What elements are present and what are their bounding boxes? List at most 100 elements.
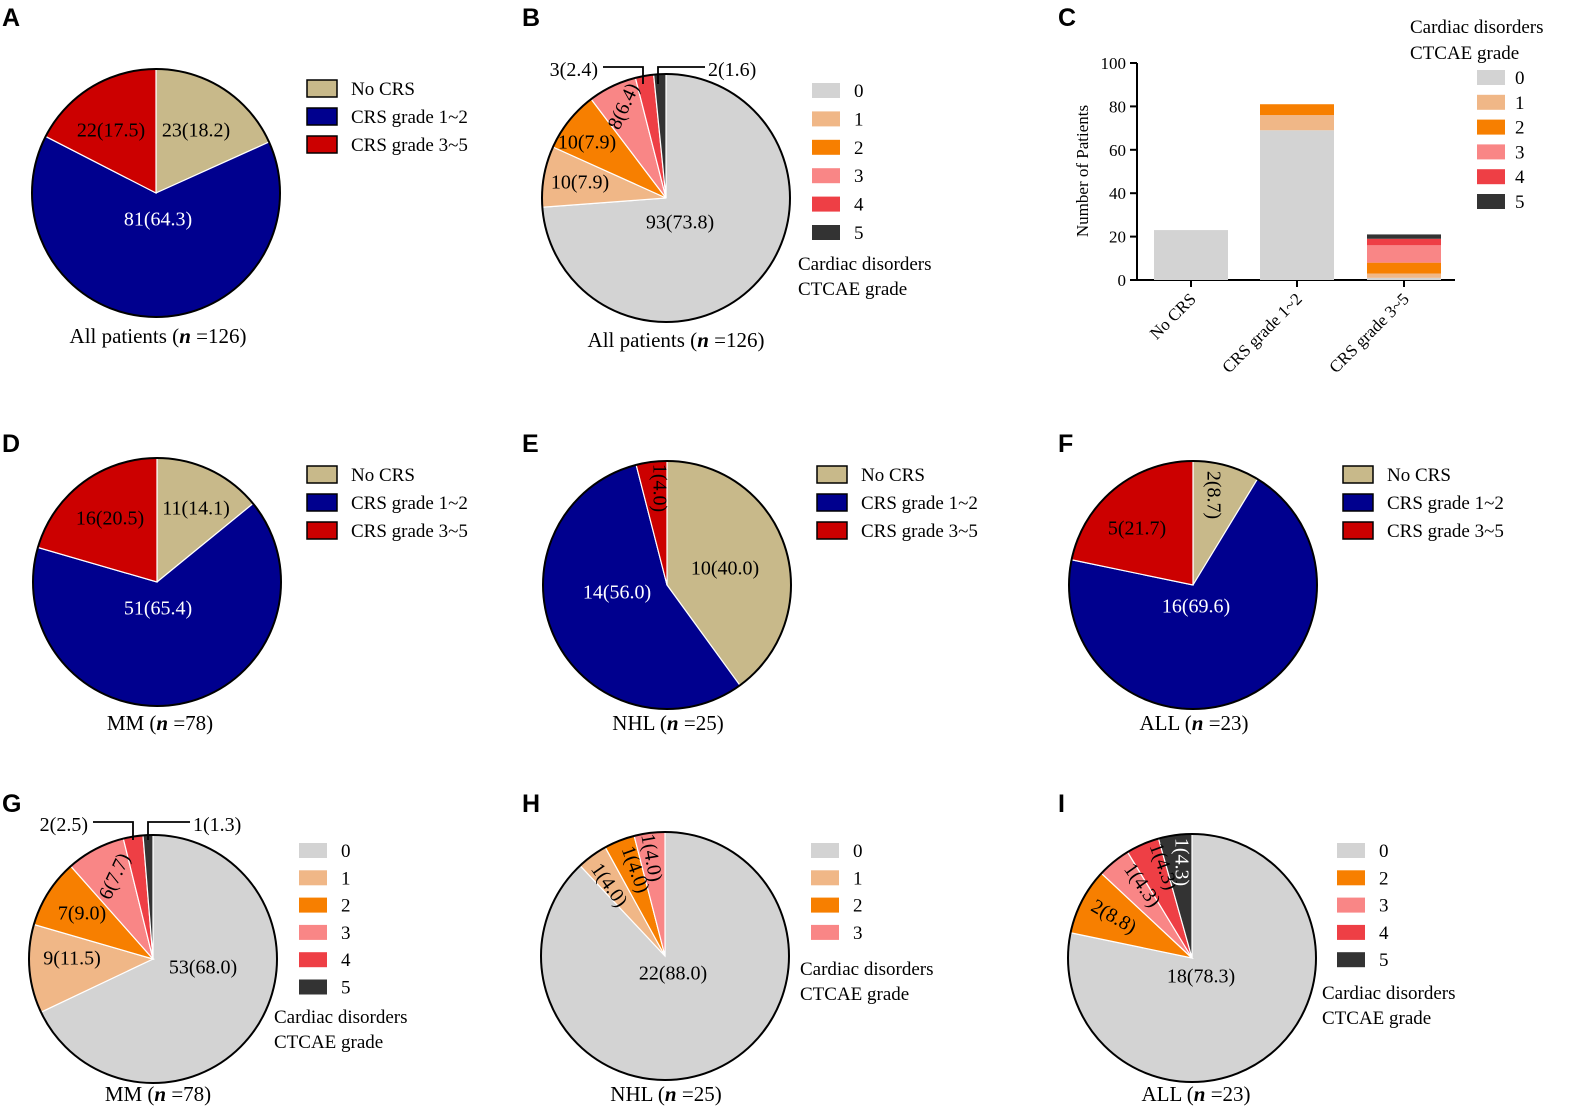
slice-label-crs-grade-3-5: 22(17.5) [77,120,145,142]
bar-segment-no-crs-grade-0 [1154,230,1228,280]
legend-swatch-grade-4 [812,196,840,212]
caption-f: ALL (n =23) [1139,711,1248,735]
legend-label-grade-0: 0 [341,841,351,862]
panel-letter-d: D [2,430,20,458]
caption-e: NHL (n =25) [612,711,723,735]
legend-title-i-2: CTCAE grade [1322,1008,1431,1029]
legend-swatch-grade-0 [299,843,327,858]
panel-h: H 22(88.0)1(4.0)1(4.0)1(4.0) 0 1 2 3 Cardia… [522,790,933,1106]
legend-swatch-crs-grade-3-5 [306,521,338,540]
caption-a: All patients (n =126) [70,324,247,348]
legend-label-crs-grade-1-2: CRS grade 1~2 [351,107,468,128]
legend-swatch-grade-1 [299,870,327,886]
slice-label-crs-grade-1-2: 16(69.6) [1162,596,1230,618]
slice-label-crs-grade-1-2: 81(64.3) [124,209,192,231]
pie-outline [541,73,791,323]
legend-label-grade-0: 0 [853,841,863,862]
legend-swatch-grade-2 [1477,119,1505,135]
legend-label-grade-5: 5 [341,978,351,999]
legend-swatch-grade-5 [1477,194,1505,209]
legend-label-crs-grade-3-5: CRS grade 3~5 [351,135,468,156]
y-tick-label: 100 [1101,54,1127,73]
legend-swatch-no-crs [306,79,338,98]
panel-letter-g: G [2,790,21,818]
legend-swatch-grade-2 [1337,870,1365,886]
panel-e: E 10(40.0) 14(56.0) 1(4.0) No CRS CRS grade… [522,430,978,735]
legend-label-grade-3: 3 [1515,142,1525,163]
slice-label-0: 53(68.0) [169,957,237,979]
slice-label-no-crs: 23(18.2) [162,120,230,142]
callout-label-grade5: 1(1.3) [193,814,241,836]
pie-chart-e: 10(40.0) 14(56.0) 1(4.0) [542,460,792,710]
legend-label-crs-grade-1-2: CRS grade 1~2 [351,493,468,514]
legend-label-grade-1: 1 [854,109,864,130]
legend-title-i-1: Cardiac disorders [1322,983,1455,1004]
slice-label-crs-grade-3-5: 1(4.0) [648,464,670,512]
legend-label-crs-grade-3-5: CRS grade 3~5 [861,521,978,542]
legend-label-grade-4: 4 [341,950,351,971]
legend-label-crs-grade-3-5: CRS grade 3~5 [1387,521,1504,542]
panel-letter-c: C [1058,4,1076,32]
legend-swatch-grade-5 [812,225,840,240]
legend-label-grade-0: 0 [1379,841,1389,862]
bar-segment-crs-grade-1-2-grade-2 [1260,104,1334,116]
legend-title-g-2: CTCAE grade [274,1032,383,1053]
slice-label-0: 22(88.0) [639,963,707,985]
panel-b: B 93(73.8)10(7.9)10(7.9)8(6.4) 3(2.4) 2(… [522,4,931,352]
x-tick-label-crs-grade-3-5: CRS grade 3~5 [1325,289,1412,376]
panel-letter-e: E [522,430,539,458]
legend-swatch-grade-3 [811,924,839,940]
panel-a: A 23(18.2) 81(64.3) 22(17.5) No CRS CRS gra… [2,4,468,348]
pie-chart-a: 23(18.2) 81(64.3) 22(17.5) [31,68,281,318]
legend-label-grade-1: 1 [853,868,863,889]
legend-title-g-1: Cardiac disorders [274,1007,407,1028]
legend-label-grade-2: 2 [1379,868,1389,889]
legend-swatch-no-crs [816,465,848,484]
legend-label-grade-1: 1 [1515,93,1525,114]
caption-g: MM (n =78) [105,1082,211,1106]
legend-b: 0 1 2 3 4 5 [812,81,864,244]
x-tick-label-no-crs: No CRS [1146,289,1200,343]
pie-outline [542,460,792,710]
panel-f: F 2(8.7) 16(69.6) 5(21.7) No CRS CRS grade … [1058,430,1504,735]
legend-label-no-crs: No CRS [351,79,415,100]
legend-label-grade-5: 5 [1515,192,1525,213]
bar-segment-crs-grade-3-5-grade-1 [1367,273,1441,278]
legend-swatch-grade-0 [812,83,840,98]
pie-chart-d: 11(14.1) 51(65.4) 16(20.5) [32,457,282,707]
panel-letter-a: A [2,4,20,32]
panel-i: I 18(78.3)2(8.8)1(4.3)1(4.3)1(4.3) 0 2 3 4 5… [1058,790,1455,1106]
legend-label-crs-grade-3-5: CRS grade 3~5 [351,521,468,542]
callout-leaders-g [93,821,190,840]
legend-label-grade-3: 3 [853,923,863,944]
legend-label-no-crs: No CRS [861,465,925,486]
pie-outline [1067,833,1317,1083]
x-tick-label-crs-grade-1-2: CRS grade 1~2 [1218,289,1305,376]
bar-chart-c: 0 20 40 60 80 100 No CRS CRS grade 1~2 CRS grade… [1101,54,1455,377]
legend-swatch-crs-grade-3-5 [816,521,848,540]
legend-swatch-crs-grade-1-2 [816,493,848,512]
legend-swatch-grade-0 [1477,70,1505,85]
legend-h: 0 1 2 3 [811,841,863,944]
pie-outline [32,457,282,707]
legend-swatch-crs-grade-3-5 [306,135,338,154]
legend-e: No CRS CRS grade 1~2 CRS grade 3~5 [816,465,978,542]
slice-label-crs-grade-1-2: 14(56.0) [583,582,651,604]
legend-title-b-2: CTCAE grade [798,279,907,300]
legend-swatch-grade-1 [812,111,840,127]
legend-label-no-crs: No CRS [1387,465,1451,486]
pie-chart-i: 18(78.3)2(8.8)1(4.3)1(4.3)1(4.3) [1067,833,1317,1083]
legend-swatch-no-crs [1342,465,1374,484]
legend-swatch-grade-2 [811,897,839,913]
pie-outline [1068,460,1318,710]
bar-segment-crs-grade-3-5-grade-4 [1367,238,1441,246]
y-axis-label: Number of Patients [1073,105,1092,237]
legend-swatch-grade-4 [1337,924,1365,940]
panel-letter-i: I [1058,790,1065,818]
legend-label-grade-2: 2 [1515,118,1525,139]
slice-label-no-crs: 10(40.0) [691,558,759,580]
callout-label-grade4: 3(2.4) [550,59,598,81]
legend-swatch-grade-3 [299,924,327,940]
y-tick-label: 60 [1109,141,1126,160]
legend-title-c-2: CTCAE grade [1410,43,1519,64]
